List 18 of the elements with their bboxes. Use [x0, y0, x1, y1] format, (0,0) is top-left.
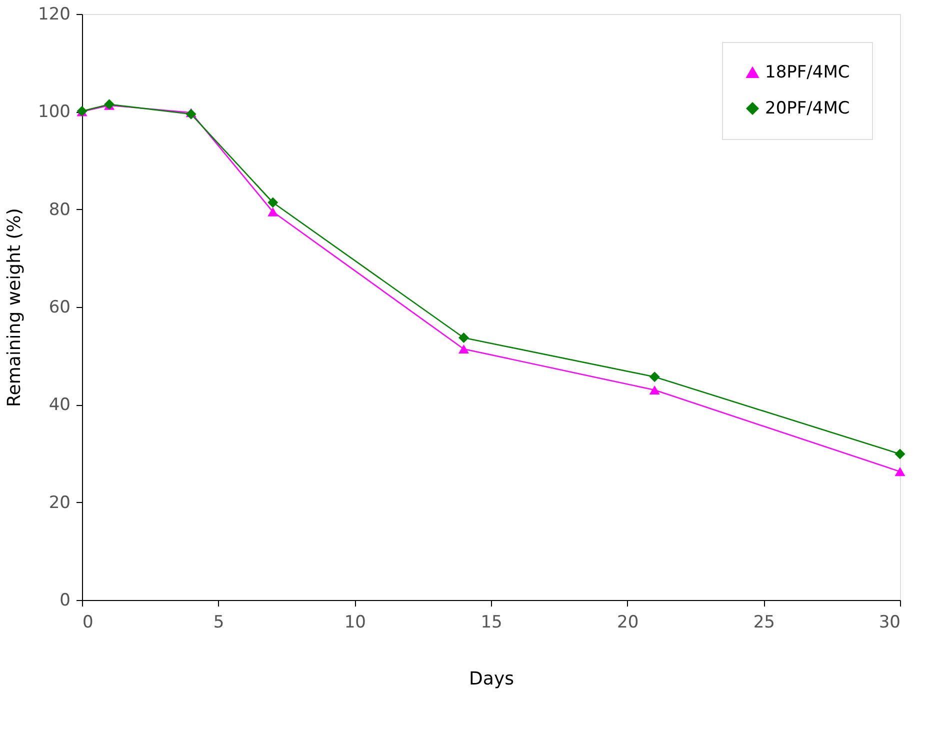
y-tick-label: 40 — [48, 395, 70, 416]
x-axis-title: Days — [469, 668, 514, 690]
y-tick-label: 0 — [60, 590, 70, 610]
x-tick-label: 25 — [753, 612, 775, 632]
y-tick-label: 100 — [38, 102, 70, 122]
x-tick-label: 20 — [617, 612, 639, 632]
x-tick-label: 15 — [480, 612, 502, 632]
y-tick-label: 60 — [48, 298, 70, 318]
legend-label: 18PF/4MC — [765, 62, 850, 82]
y-axis-title: Remaining weight (%) — [4, 208, 26, 407]
x-tick-label: 10 — [344, 612, 366, 632]
y-tick-label: 120 — [38, 4, 70, 24]
y-tick-label: 20 — [48, 492, 70, 513]
x-tick-label: 5 — [213, 612, 224, 632]
y-tick-label: 80 — [48, 200, 70, 220]
legend-label: 20PF/4MC — [765, 98, 850, 118]
x-tick-label: 30 — [878, 612, 900, 632]
x-tick-label: 0 — [82, 612, 94, 632]
